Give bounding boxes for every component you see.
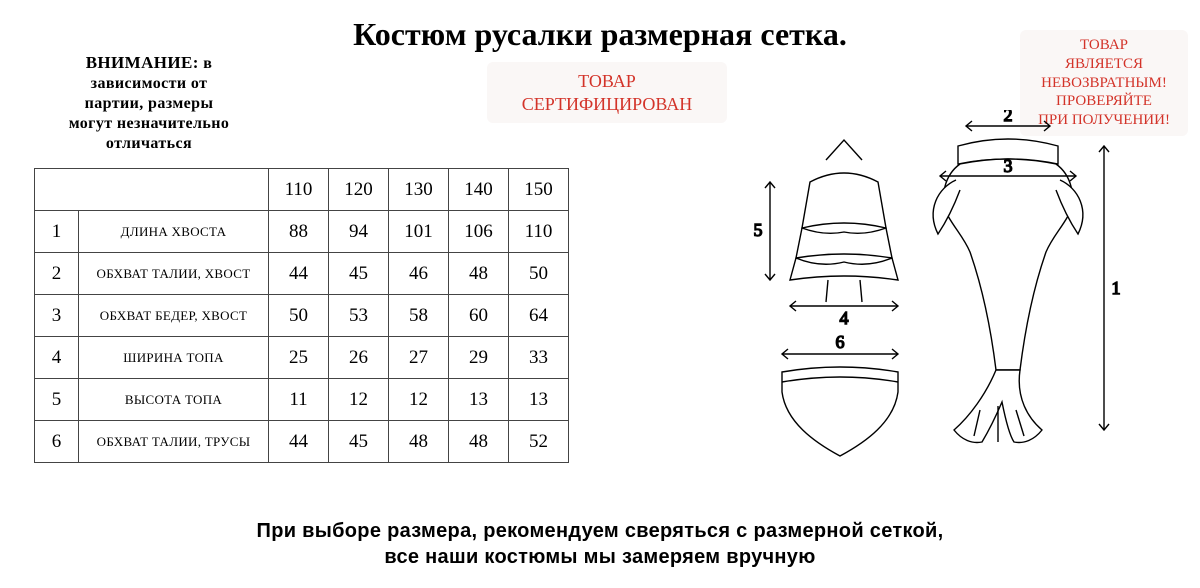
cell: 44 (269, 253, 329, 295)
row-label: ВЫСОТА ТОПА (79, 379, 269, 421)
row-index: 6 (35, 421, 79, 463)
cell: 13 (509, 379, 569, 421)
attention-line: отличаться (106, 135, 192, 152)
cell: 50 (509, 253, 569, 295)
cell: 106 (449, 211, 509, 253)
cell: 12 (329, 379, 389, 421)
cell: 12 (389, 379, 449, 421)
attention-line: партии, размеры (85, 95, 214, 112)
row-index: 3 (35, 295, 79, 337)
certified-line: ТОВАР (499, 70, 715, 93)
table-row: 3 ОБХВАТ БЕДЕР, ХВОСТ 50 53 58 60 64 (35, 295, 569, 337)
dim-label: 1 (1112, 278, 1121, 298)
panty-outline-icon (782, 367, 898, 456)
dim-label: 4 (840, 308, 849, 328)
attention-note: ВНИМАНИЕ: в зависимости от партии, разме… (40, 52, 258, 154)
row-index: 5 (35, 379, 79, 421)
row-label: ОБХВАТ ТАЛИИ, ТРУСЫ (79, 421, 269, 463)
size-table: 110 120 130 140 150 1 ДЛИНА ХВОСТА 88 94… (34, 168, 569, 463)
table-row: 4 ШИРИНА ТОПА 25 26 27 29 33 (35, 337, 569, 379)
table-row: 6 ОБХВАТ ТАЛИИ, ТРУСЫ 44 45 48 48 52 (35, 421, 569, 463)
cell: 45 (329, 421, 389, 463)
cell: 50 (269, 295, 329, 337)
cell: 58 (389, 295, 449, 337)
table-row: 5 ВЫСОТА ТОПА 11 12 12 13 13 (35, 379, 569, 421)
row-label: ДЛИНА ХВОСТА (79, 211, 269, 253)
cell: 88 (269, 211, 329, 253)
noreturn-line: ТОВАР (1080, 37, 1128, 53)
row-label: ОБХВАТ БЕДЕР, ХВОСТ (79, 295, 269, 337)
cell: 94 (329, 211, 389, 253)
table-header: 140 (449, 169, 509, 211)
table-row: 2 ОБХВАТ ТАЛИИ, ХВОСТ 44 45 46 48 50 (35, 253, 569, 295)
noreturn-line: НЕВОЗВРАТНЫМ! (1041, 75, 1167, 91)
footer-line: При выборе размера, рекомендуем сверятьс… (257, 520, 944, 542)
cell: 110 (509, 211, 569, 253)
dim-label: 2 (1004, 110, 1013, 125)
cell: 64 (509, 295, 569, 337)
garment-diagram: 2 3 1 (748, 110, 1168, 490)
table-header: 120 (329, 169, 389, 211)
row-index: 1 (35, 211, 79, 253)
certified-badge: ТОВАР СЕРТИФИЦИРОВАН (487, 62, 727, 123)
table-header: 130 (389, 169, 449, 211)
table-header-row: 110 120 130 140 150 (35, 169, 569, 211)
dim-label: 5 (754, 220, 763, 240)
row-index: 4 (35, 337, 79, 379)
cell: 29 (449, 337, 509, 379)
cell: 26 (329, 337, 389, 379)
row-index: 2 (35, 253, 79, 295)
attention-line: могут незначительно (69, 115, 230, 132)
cell: 33 (509, 337, 569, 379)
cell: 27 (389, 337, 449, 379)
footer-line: все наши костюмы мы замеряем вручную (384, 546, 815, 568)
cell: 44 (269, 421, 329, 463)
top-outline-icon (790, 140, 898, 302)
cell: 46 (389, 253, 449, 295)
cell: 45 (329, 253, 389, 295)
table-header-blank (35, 169, 269, 211)
cell: 48 (449, 253, 509, 295)
cell: 60 (449, 295, 509, 337)
dim-top-height-icon (765, 182, 775, 280)
attention-head: ВНИМАНИЕ: (86, 53, 199, 72)
cell: 48 (389, 421, 449, 463)
dim-tail-length-icon (1099, 146, 1109, 430)
noreturn-line: ЯВЛЯЕТСЯ (1065, 56, 1143, 72)
footer-note: При выборе размера, рекомендуем сверятьс… (0, 518, 1200, 570)
certified-line: СЕРТИФИЦИРОВАН (499, 93, 715, 116)
table-header: 150 (509, 169, 569, 211)
dim-label: 3 (1004, 156, 1013, 176)
tail-outline-icon (933, 139, 1083, 443)
table-row: 1 ДЛИНА ХВОСТА 88 94 101 106 110 (35, 211, 569, 253)
row-label: ШИРИНА ТОПА (79, 337, 269, 379)
cell: 48 (449, 421, 509, 463)
table-header: 110 (269, 169, 329, 211)
row-label: ОБХВАТ ТАЛИИ, ХВОСТ (79, 253, 269, 295)
cell: 101 (389, 211, 449, 253)
cell: 25 (269, 337, 329, 379)
cell: 11 (269, 379, 329, 421)
cell: 53 (329, 295, 389, 337)
cell: 52 (509, 421, 569, 463)
cell: 13 (449, 379, 509, 421)
dim-label: 6 (836, 332, 845, 352)
noreturn-line: ПРОВЕРЯЙТЕ (1056, 93, 1152, 109)
size-table-wrap: 110 120 130 140 150 1 ДЛИНА ХВОСТА 88 94… (34, 168, 569, 463)
